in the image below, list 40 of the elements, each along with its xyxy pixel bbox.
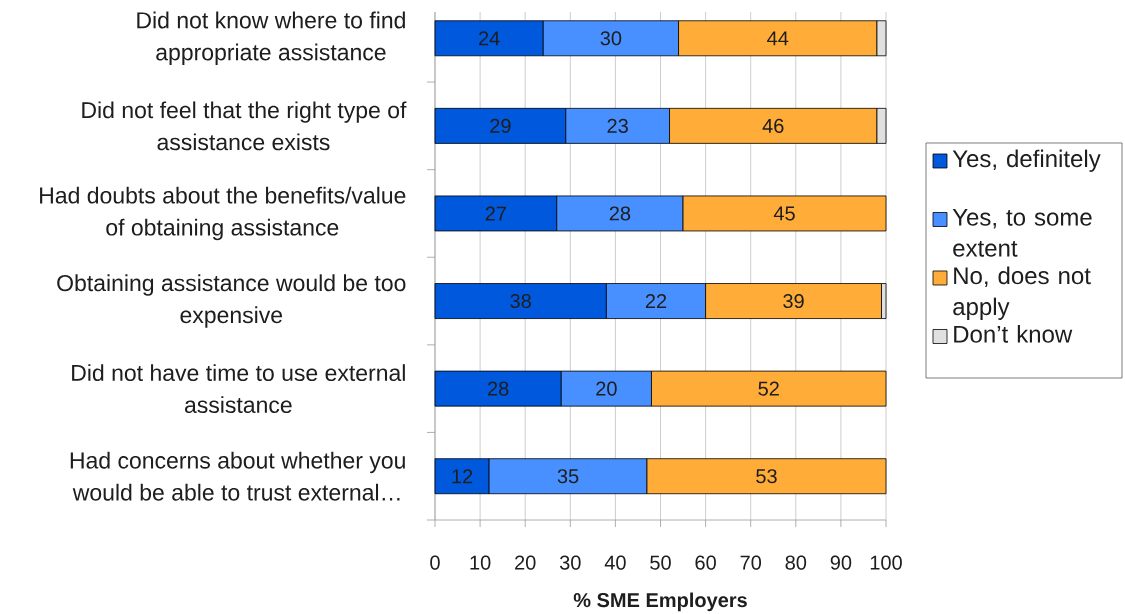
data-label: 12 <box>452 469 473 484</box>
x-tick-label: 100 <box>870 555 902 570</box>
x-tick-label: 10 <box>470 555 491 570</box>
data-label: 20 <box>596 381 617 396</box>
x-tick-label: 60 <box>695 555 716 570</box>
legend-label: Yes, definitely <box>952 149 1101 172</box>
data-label: 39 <box>783 293 804 309</box>
x-tick-label: 50 <box>650 555 671 570</box>
data-label: 23 <box>607 118 628 133</box>
y-tick-label: Had doubts about the benefits/value of obtaining assistance <box>40 186 406 241</box>
y-tick-label: Did not know where to find appropriate assistance <box>137 11 405 65</box>
x-tick-label: 40 <box>604 555 626 570</box>
data-label: 52 <box>758 381 779 396</box>
x-axis-title: % SME Employers <box>573 592 747 612</box>
data-label: 53 <box>756 469 777 484</box>
data-label: 45 <box>773 206 795 221</box>
x-tick-label: 70 <box>740 555 762 570</box>
data-label: 46 <box>762 118 784 133</box>
data-label: 28 <box>609 206 631 221</box>
data-label: 35 <box>557 469 579 484</box>
x-tick-label: 90 <box>830 555 852 570</box>
data-label: 27 <box>485 206 506 221</box>
legend-label: No, does not apply <box>953 266 1091 320</box>
data-label: 29 <box>490 118 511 133</box>
legend-label: Yes, to some extent <box>952 208 1092 257</box>
data-label: 24 <box>479 31 500 46</box>
y-tick-label: Obtaining assistance would be too expensive <box>57 274 406 328</box>
data-label: 44 <box>767 31 789 46</box>
data-label: 30 <box>600 31 622 46</box>
x-tick-label: 30 <box>559 555 581 570</box>
data-label: 28 <box>488 381 509 396</box>
y-tick-label: Had concerns about whether you would be able to trust external… <box>70 451 405 501</box>
data-label: 22 <box>645 294 667 309</box>
x-tick-label: 80 <box>785 555 807 570</box>
legend-label: Don’t know <box>954 325 1073 343</box>
y-tick-label: Did not feel that the right type of assistance exists <box>82 101 407 151</box>
y-tick-label: Did not have time to use external assistance <box>72 364 405 414</box>
x-tick-label: 0 <box>430 555 440 570</box>
x-tick-label: 20 <box>515 555 536 570</box>
data-label: 38 <box>510 293 531 309</box>
